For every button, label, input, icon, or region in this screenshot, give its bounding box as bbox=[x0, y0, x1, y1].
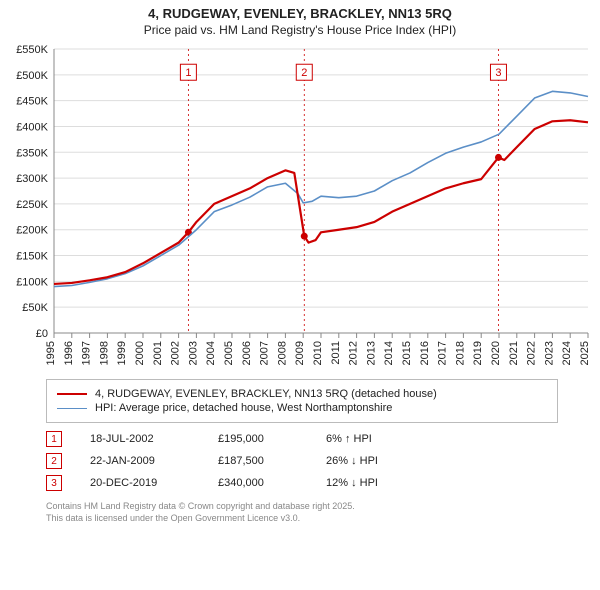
svg-text:2014: 2014 bbox=[383, 341, 395, 365]
footer-line-2: This data is licensed under the Open Gov… bbox=[46, 513, 590, 525]
svg-text:£450K: £450K bbox=[16, 96, 48, 108]
sale-price: £340,000 bbox=[218, 477, 298, 489]
svg-text:2: 2 bbox=[301, 67, 307, 79]
svg-text:2000: 2000 bbox=[134, 341, 146, 365]
svg-text:£350K: £350K bbox=[16, 147, 48, 159]
sale-hpi: 26% ↓ HPI bbox=[326, 455, 426, 467]
title-line-2: Price paid vs. HM Land Registry's House … bbox=[0, 23, 600, 37]
svg-text:2022: 2022 bbox=[526, 341, 538, 365]
svg-text:1999: 1999 bbox=[116, 341, 128, 365]
svg-text:£550K: £550K bbox=[16, 44, 48, 56]
svg-text:2004: 2004 bbox=[205, 341, 217, 365]
svg-text:2020: 2020 bbox=[490, 341, 502, 365]
footer: Contains HM Land Registry data © Crown c… bbox=[46, 501, 590, 524]
svg-text:1997: 1997 bbox=[81, 341, 93, 365]
plot-area: £0 £50K £100K £150K £200K £250K £300K £350K £400… bbox=[8, 43, 592, 373]
sale-date: 20-DEC-2019 bbox=[90, 477, 190, 489]
sale-date: 22-JAN-2009 bbox=[90, 455, 190, 467]
svg-text:2024: 2024 bbox=[561, 341, 573, 365]
svg-text:£150K: £150K bbox=[16, 251, 48, 263]
svg-text:2008: 2008 bbox=[276, 341, 288, 365]
svg-text:2019: 2019 bbox=[472, 341, 484, 365]
svg-text:2001: 2001 bbox=[152, 341, 164, 365]
svg-text:2018: 2018 bbox=[454, 341, 466, 365]
svg-text:1996: 1996 bbox=[63, 341, 75, 365]
footer-line-1: Contains HM Land Registry data © Crown c… bbox=[46, 501, 590, 513]
svg-text:£50K: £50K bbox=[22, 302, 48, 314]
sale-price: £187,500 bbox=[218, 455, 298, 467]
svg-text:3: 3 bbox=[495, 67, 501, 79]
chart-svg: £0 £50K £100K £150K £200K £250K £300K £350K £400… bbox=[8, 43, 592, 373]
svg-text:2009: 2009 bbox=[294, 341, 306, 365]
svg-text:£300K: £300K bbox=[16, 173, 48, 185]
legend-swatch bbox=[57, 393, 87, 395]
sales-row: 3 20-DEC-2019 £340,000 12% ↓ HPI bbox=[46, 475, 590, 491]
sale-hpi: 12% ↓ HPI bbox=[326, 477, 426, 489]
titles: 4, RUDGEWAY, EVENLEY, BRACKLEY, NN13 5RQ… bbox=[0, 0, 600, 37]
svg-text:£400K: £400K bbox=[16, 121, 48, 133]
svg-text:2023: 2023 bbox=[543, 341, 555, 365]
svg-text:2005: 2005 bbox=[223, 341, 235, 365]
sales-row: 2 22-JAN-2009 £187,500 26% ↓ HPI bbox=[46, 453, 590, 469]
svg-text:2015: 2015 bbox=[401, 341, 413, 365]
sale-marker-icon: 3 bbox=[46, 475, 62, 491]
legend-label: 4, RUDGEWAY, EVENLEY, BRACKLEY, NN13 5RQ… bbox=[95, 388, 437, 400]
svg-text:2010: 2010 bbox=[312, 341, 324, 365]
svg-text:1: 1 bbox=[185, 67, 191, 79]
svg-text:£250K: £250K bbox=[16, 199, 48, 211]
svg-text:2003: 2003 bbox=[187, 341, 199, 365]
svg-text:£500K: £500K bbox=[16, 70, 48, 82]
legend-item: 4, RUDGEWAY, EVENLEY, BRACKLEY, NN13 5RQ… bbox=[57, 388, 547, 400]
svg-text:2021: 2021 bbox=[508, 341, 520, 365]
svg-text:2013: 2013 bbox=[365, 341, 377, 365]
title-line-1: 4, RUDGEWAY, EVENLEY, BRACKLEY, NN13 5RQ bbox=[0, 6, 600, 21]
svg-text:2012: 2012 bbox=[348, 341, 360, 365]
svg-text:2016: 2016 bbox=[419, 341, 431, 365]
svg-text:1995: 1995 bbox=[45, 341, 57, 365]
sales-row: 1 18-JUL-2002 £195,000 6% ↑ HPI bbox=[46, 431, 590, 447]
chart-container: 4, RUDGEWAY, EVENLEY, BRACKLEY, NN13 5RQ… bbox=[0, 0, 600, 524]
legend: 4, RUDGEWAY, EVENLEY, BRACKLEY, NN13 5RQ… bbox=[46, 379, 558, 423]
svg-text:2007: 2007 bbox=[259, 341, 271, 365]
svg-text:1998: 1998 bbox=[98, 341, 110, 365]
svg-text:2006: 2006 bbox=[241, 341, 253, 365]
svg-text:2025: 2025 bbox=[579, 341, 591, 365]
sales-table: 1 18-JUL-2002 £195,000 6% ↑ HPI 2 22-JAN… bbox=[46, 431, 590, 491]
sale-price: £195,000 bbox=[218, 433, 298, 445]
svg-text:2011: 2011 bbox=[330, 341, 342, 365]
svg-text:£100K: £100K bbox=[16, 276, 48, 288]
legend-item: HPI: Average price, detached house, West… bbox=[57, 402, 547, 414]
sale-date: 18-JUL-2002 bbox=[90, 433, 190, 445]
sale-hpi: 6% ↑ HPI bbox=[326, 433, 426, 445]
sale-marker-icon: 1 bbox=[46, 431, 62, 447]
svg-text:2017: 2017 bbox=[437, 341, 449, 365]
svg-text:£200K: £200K bbox=[16, 225, 48, 237]
legend-swatch bbox=[57, 408, 87, 409]
svg-text:2002: 2002 bbox=[170, 341, 182, 365]
sale-marker-icon: 2 bbox=[46, 453, 62, 469]
legend-label: HPI: Average price, detached house, West… bbox=[95, 402, 392, 414]
svg-text:£0: £0 bbox=[36, 328, 48, 340]
